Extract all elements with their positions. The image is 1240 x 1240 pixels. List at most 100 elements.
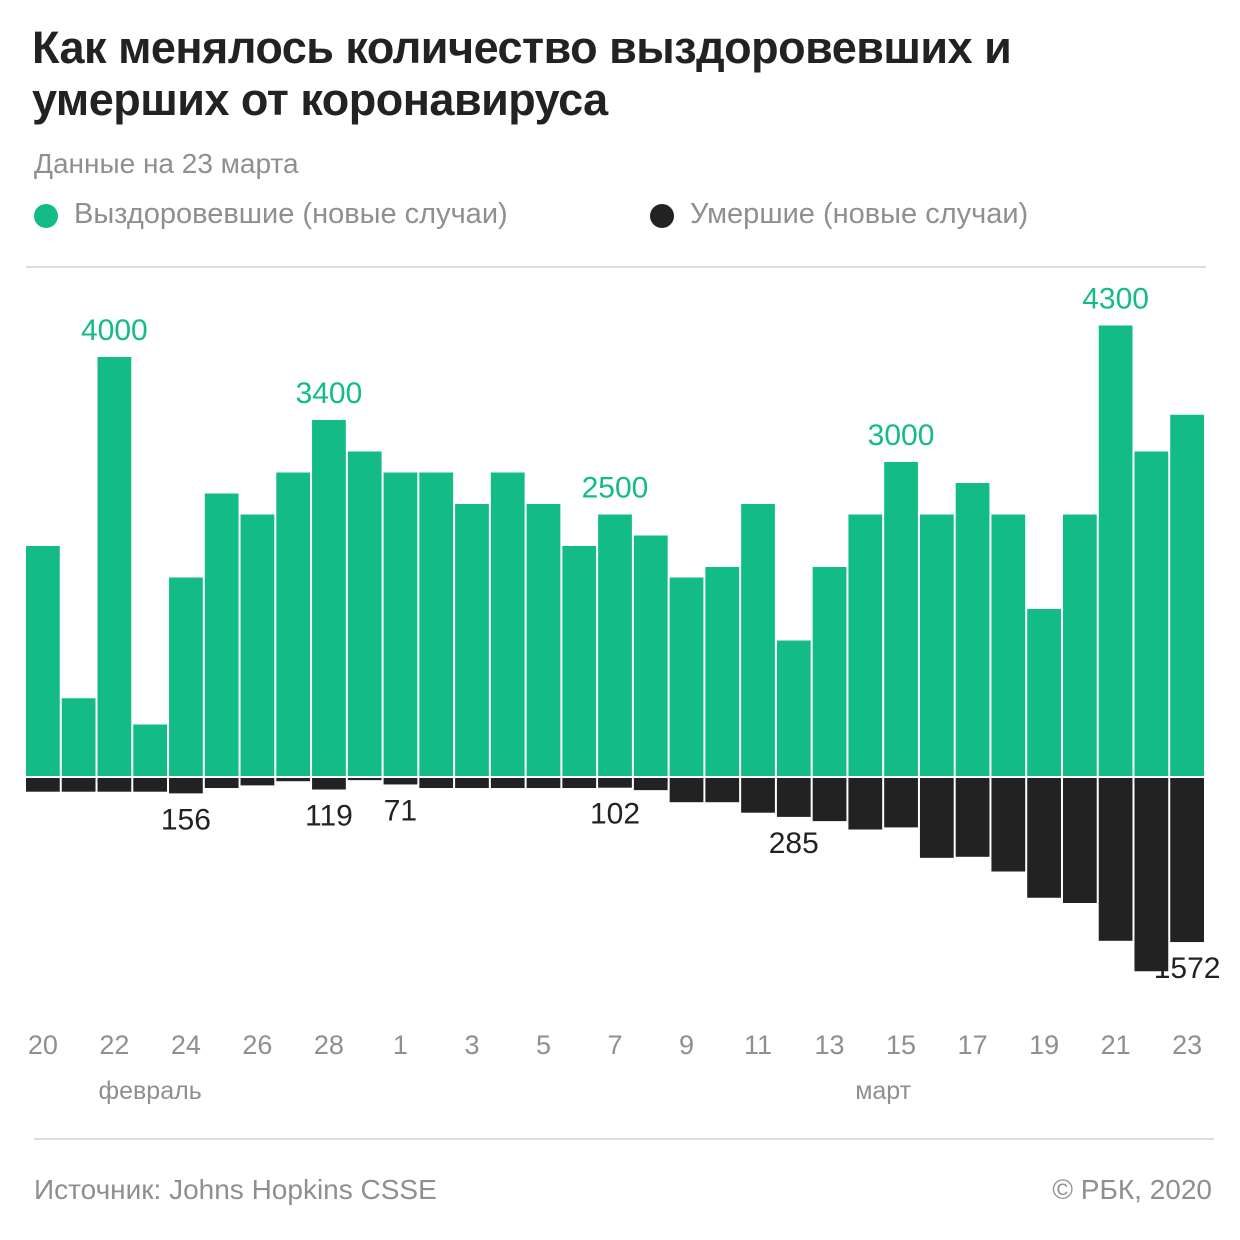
bar-deaths — [633, 777, 668, 791]
bar-deaths — [61, 777, 96, 792]
bar-deaths — [848, 777, 883, 830]
bar-recovered — [97, 357, 132, 777]
bar-deaths — [97, 777, 132, 792]
bar-deaths — [884, 777, 918, 828]
bar-recovered — [955, 483, 990, 777]
bar-deaths — [347, 777, 382, 781]
bar-deaths — [705, 777, 740, 803]
bar-deaths — [1134, 777, 1169, 972]
bar-deaths — [598, 777, 632, 788]
bar-deaths — [919, 777, 954, 858]
bar-recovered — [419, 472, 454, 777]
subtitle: Данные на 23 марта — [34, 148, 299, 179]
bar-deaths — [419, 777, 454, 789]
bar-deaths — [991, 777, 1026, 872]
bar-deaths — [490, 777, 525, 789]
x-tick-label: 7 — [607, 1030, 622, 1060]
data-label-recovered: 4000 — [81, 314, 148, 347]
x-tick-label: 28 — [314, 1030, 344, 1060]
data-label-deaths: 156 — [161, 803, 211, 836]
bar-deaths — [776, 777, 811, 817]
bar-recovered — [598, 514, 632, 777]
bar-recovered — [812, 567, 847, 777]
bar-recovered — [705, 567, 740, 777]
bar-recovered — [776, 640, 811, 777]
bar-recovered — [669, 577, 704, 777]
x-tick-label: 21 — [1101, 1030, 1131, 1060]
legend-dot-deaths — [650, 204, 674, 228]
x-tick-label: 24 — [171, 1030, 201, 1060]
x-tick-label: 23 — [1172, 1030, 1202, 1060]
bar-recovered — [526, 504, 561, 777]
bar-recovered — [276, 472, 311, 777]
bar-recovered — [1027, 609, 1061, 777]
bar-recovered — [919, 514, 954, 777]
bar-deaths — [133, 777, 168, 792]
x-tick-label: 15 — [886, 1030, 916, 1060]
bar-recovered — [26, 546, 60, 777]
data-label-recovered: 2500 — [582, 472, 649, 505]
bar-recovered — [383, 472, 418, 777]
bar-recovered — [633, 535, 668, 777]
x-tick-label: 1 — [393, 1030, 408, 1060]
bar-deaths — [240, 777, 275, 786]
bar-deaths — [562, 777, 597, 789]
bar-recovered — [741, 504, 775, 777]
bar-deaths — [669, 777, 704, 803]
bar-recovered — [562, 546, 597, 777]
x-tick-label: 11 — [744, 1030, 772, 1060]
bar-recovered — [347, 451, 382, 777]
x-tick-label: 9 — [679, 1030, 694, 1060]
x-tick-label: 17 — [958, 1030, 988, 1060]
bar-recovered — [133, 724, 168, 777]
bar-deaths — [26, 777, 60, 792]
bar-deaths — [1027, 777, 1061, 898]
bar-deaths — [1098, 777, 1133, 941]
bar-recovered — [490, 472, 525, 777]
x-tick-label: 13 — [815, 1030, 845, 1060]
bar-deaths — [276, 777, 311, 782]
page-title: Как менялось количество выздоровевших и … — [32, 22, 1012, 125]
footer-divider — [34, 1138, 1214, 1140]
copyright: © РБК, 2020 — [1052, 1174, 1212, 1205]
x-tick-label: 19 — [1029, 1030, 1059, 1060]
data-label-recovered: 4300 — [1082, 283, 1149, 316]
legend-dot-recovered — [34, 204, 58, 228]
bar-recovered — [1134, 451, 1169, 777]
legend-label-deaths: Умершие (новые случаи) — [690, 198, 1029, 230]
bar-deaths — [383, 777, 418, 785]
bar-deaths — [955, 777, 990, 857]
bar-deaths — [1062, 777, 1097, 903]
legend-label-recovered: Выздоровевшие (новые случаи) — [74, 198, 508, 230]
bar-recovered — [61, 698, 96, 777]
data-label-recovered: 3000 — [868, 419, 935, 452]
bar-deaths — [812, 777, 847, 822]
x-tick-label: 20 — [28, 1030, 58, 1060]
bar-recovered — [455, 504, 489, 777]
x-tick-label: 3 — [464, 1030, 479, 1060]
bar-recovered — [312, 420, 346, 777]
bar-recovered — [848, 514, 883, 777]
data-label-deaths: 285 — [769, 827, 819, 860]
month-label: февраль — [99, 1077, 202, 1105]
bar-recovered — [204, 493, 239, 777]
bar-recovered — [1170, 414, 1204, 777]
bar-deaths — [204, 777, 239, 789]
data-label-recovered: 3400 — [296, 377, 363, 410]
data-label-deaths: 71 — [384, 794, 417, 827]
bar-deaths — [455, 777, 489, 789]
bar-deaths — [741, 777, 775, 813]
x-tick-label: 26 — [242, 1030, 272, 1060]
bar-recovered — [1062, 514, 1097, 777]
x-tick-label: 5 — [536, 1030, 551, 1060]
bar-deaths — [526, 777, 561, 789]
bar-recovered — [884, 462, 918, 777]
bar-deaths — [1170, 777, 1204, 943]
bar-deaths — [169, 777, 203, 794]
x-tick-label: 22 — [99, 1030, 129, 1060]
bar-recovered — [240, 514, 275, 777]
source-note: Источник: Johns Hopkins CSSE — [34, 1174, 437, 1205]
data-label-deaths: 119 — [305, 800, 353, 833]
bar-recovered — [1098, 325, 1133, 777]
